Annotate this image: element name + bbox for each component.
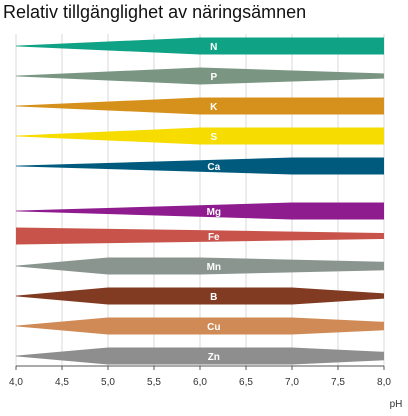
x-tick-label: 6,0 bbox=[193, 377, 207, 388]
band-mn bbox=[16, 257, 384, 275]
band-label-ca: Ca bbox=[207, 162, 220, 173]
band-label-cu: Cu bbox=[207, 322, 220, 333]
band-ca bbox=[16, 157, 384, 175]
band-label-s: S bbox=[210, 132, 217, 143]
band-label-zn: Zn bbox=[208, 352, 220, 363]
x-axis-label: pH bbox=[390, 399, 403, 410]
band-mg bbox=[16, 202, 384, 220]
grid-lines bbox=[15, 34, 385, 366]
x-tick-label: 4,0 bbox=[9, 377, 23, 388]
chart-title: Relativ tillgänglighet av näringsämnen bbox=[3, 2, 307, 22]
band-label-mg: Mg bbox=[207, 207, 221, 218]
band-k bbox=[16, 97, 384, 115]
band-n bbox=[16, 37, 384, 55]
band-label-k: K bbox=[210, 102, 218, 113]
band-p bbox=[16, 67, 384, 85]
x-tick-label: 5,5 bbox=[147, 377, 161, 388]
x-tick-label: 7,5 bbox=[331, 377, 345, 388]
x-axis: 4,0 4,5 5,0 5,5 6,0 6,5 7,0 7,5 8,0 pH bbox=[9, 365, 403, 410]
band-zn bbox=[16, 347, 384, 365]
x-tick-label: 6,5 bbox=[239, 377, 253, 388]
x-tick-label: 7,0 bbox=[285, 377, 299, 388]
band-fe bbox=[16, 227, 384, 245]
band-cu bbox=[16, 317, 384, 335]
band-label-fe: Fe bbox=[208, 232, 220, 243]
nutrient-bands: N P K S Ca Mg Fe Mn B Cu Zn bbox=[16, 37, 384, 365]
x-tick-label: 4,5 bbox=[55, 377, 69, 388]
band-b bbox=[16, 287, 384, 305]
x-tick-label: 8,0 bbox=[377, 377, 391, 388]
band-s bbox=[16, 127, 384, 145]
band-label-p: P bbox=[210, 72, 217, 83]
band-label-n: N bbox=[210, 42, 217, 53]
band-label-mn: Mn bbox=[207, 262, 221, 273]
band-label-b: B bbox=[210, 292, 217, 303]
x-tick-label: 5,0 bbox=[101, 377, 115, 388]
